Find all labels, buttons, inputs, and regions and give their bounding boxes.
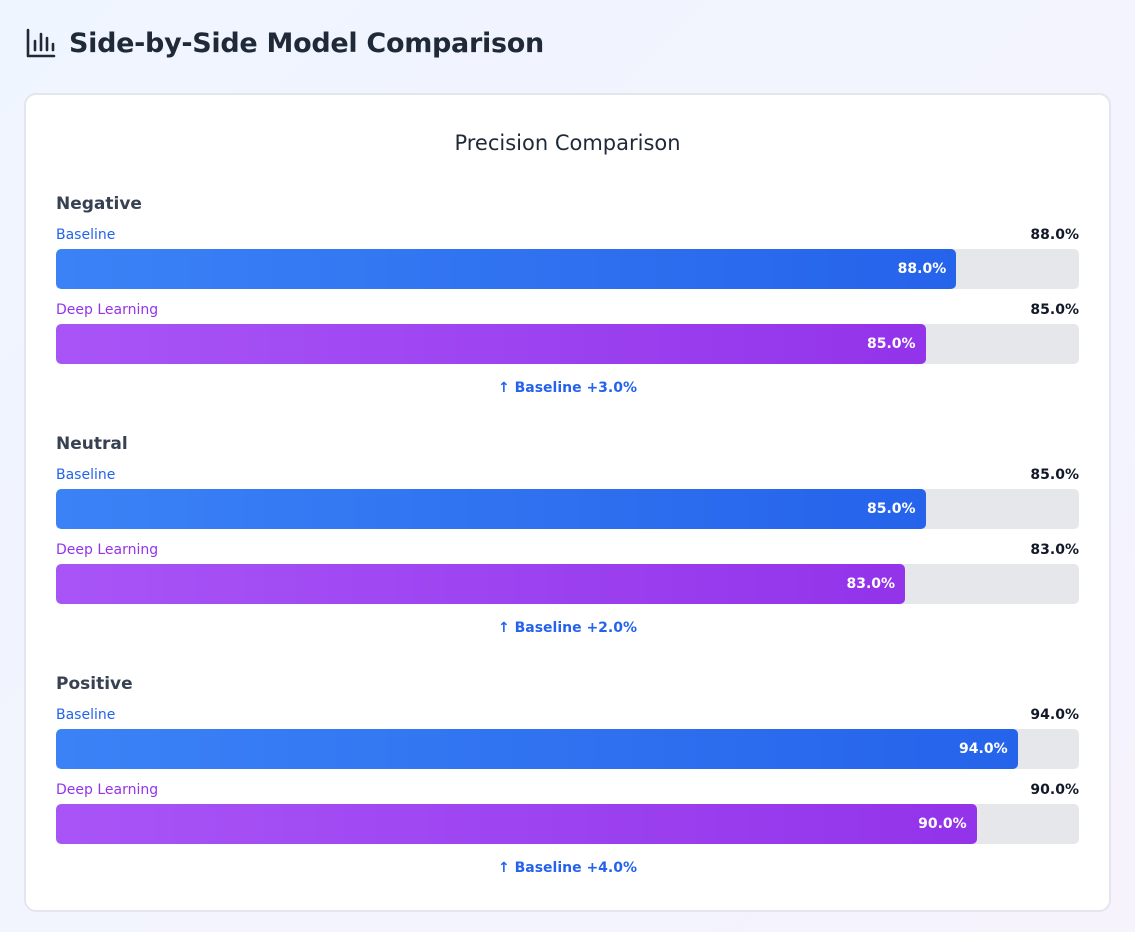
bar-track: 83.0% bbox=[56, 564, 1079, 604]
bar-track: 90.0% bbox=[56, 804, 1079, 844]
value-label: 94.0% bbox=[1030, 707, 1079, 723]
chart-title: Precision Comparison bbox=[454, 131, 681, 155]
baseline-row: Baseline 88.0% 88.0% bbox=[56, 227, 1079, 292]
bar-value-label: 94.0% bbox=[959, 741, 1008, 757]
comparison-note: ↑ Baseline +3.0% bbox=[497, 380, 638, 396]
comparison-note: ↑ Baseline +4.0% bbox=[497, 860, 638, 876]
series-label: Deep Learning bbox=[56, 782, 159, 798]
deep-learning-row: Deep Learning 85.0% 85.0% bbox=[56, 302, 1079, 367]
bar-value-label: 83.0% bbox=[846, 576, 896, 592]
value-label: 85.0% bbox=[1030, 302, 1079, 318]
series-label: Baseline bbox=[56, 467, 116, 483]
chart-card: Precision Comparison Negative Baseline 8… bbox=[24, 93, 1111, 912]
series-label: Baseline bbox=[56, 227, 116, 243]
bar-track: 85.0% bbox=[56, 489, 1079, 529]
category-group-negative: Negative Baseline 88.0% 88.0% Deep Learn… bbox=[56, 194, 1079, 414]
bar: 85.0% bbox=[56, 324, 926, 364]
bar-value-label: 85.0% bbox=[866, 501, 916, 517]
deep-learning-row: Deep Learning 83.0% 83.0% bbox=[56, 542, 1079, 607]
category-title: Positive bbox=[56, 674, 133, 694]
series-label: Deep Learning bbox=[56, 302, 159, 318]
category-group-positive: Positive Baseline 94.0% 94.0% Deep Learn… bbox=[56, 674, 1079, 894]
bar: 88.0% bbox=[56, 249, 957, 289]
bar: 94.0% bbox=[56, 729, 1018, 769]
category-title: Negative bbox=[56, 194, 142, 214]
page-header: Side-by-Side Model Comparison bbox=[25, 27, 544, 59]
bar-track: 88.0% bbox=[56, 249, 1079, 289]
bar-track: 85.0% bbox=[56, 324, 1079, 364]
series-label: Deep Learning bbox=[56, 542, 159, 558]
bar: 83.0% bbox=[56, 564, 906, 604]
comparison-note: ↑ Baseline +2.0% bbox=[497, 620, 638, 636]
category-title: Neutral bbox=[56, 434, 128, 454]
baseline-row: Baseline 85.0% 85.0% bbox=[56, 467, 1079, 532]
value-label: 85.0% bbox=[1030, 467, 1079, 483]
bar-value-label: 90.0% bbox=[918, 816, 967, 832]
baseline-row: Baseline 94.0% 94.0% bbox=[56, 707, 1079, 772]
value-label: 83.0% bbox=[1030, 542, 1079, 558]
bar: 85.0% bbox=[56, 489, 926, 529]
page-title: Side-by-Side Model Comparison bbox=[69, 27, 544, 59]
bar-value-label: 88.0% bbox=[897, 261, 947, 277]
category-group-neutral: Neutral Baseline 85.0% 85.0% Deep Learni… bbox=[56, 434, 1079, 654]
value-label: 90.0% bbox=[1030, 782, 1079, 798]
series-label: Baseline bbox=[56, 707, 116, 723]
bar-track: 94.0% bbox=[56, 729, 1079, 769]
bar: 90.0% bbox=[56, 804, 977, 844]
bar-value-label: 85.0% bbox=[866, 336, 916, 352]
deep-learning-row: Deep Learning 90.0% 90.0% bbox=[56, 782, 1079, 847]
value-label: 88.0% bbox=[1030, 227, 1079, 243]
bar-chart-icon bbox=[26, 28, 56, 58]
